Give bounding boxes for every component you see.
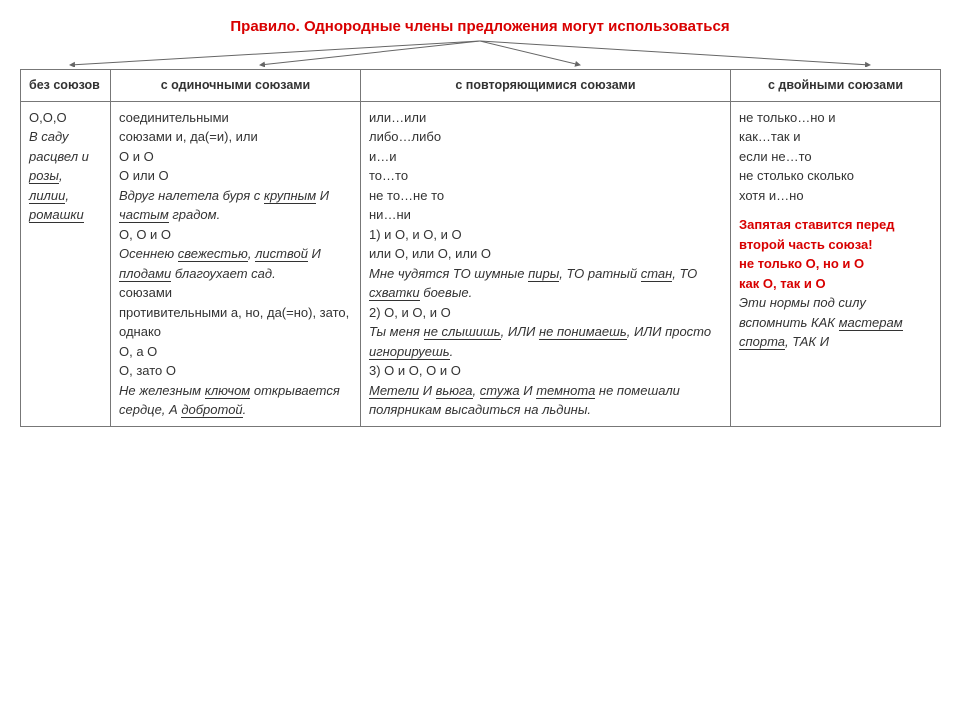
underlined-word: добротой — [181, 402, 242, 418]
schema-highlight: как О, так и О — [739, 274, 932, 294]
table-body-row: О,О,О В саду расцвел и розы, лилии, рома… — [21, 101, 941, 426]
schema: О, зато О — [119, 361, 352, 381]
text: , ТО — [672, 266, 697, 281]
underlined-word: игнорируешь — [369, 344, 450, 360]
schema: О или О — [119, 166, 352, 186]
underlined-word: розы — [29, 168, 59, 184]
header-double-union: с двойными союзами — [731, 70, 941, 102]
text: И — [308, 246, 321, 261]
underlined-word: ключом — [205, 383, 251, 399]
cell-single-union: соединительными союзами и, да(=и), или О… — [111, 101, 361, 426]
text: Не железным — [119, 383, 205, 398]
rule-highlight: Запятая ставится перед второй часть союз… — [739, 215, 932, 254]
text: боевые. — [420, 285, 473, 300]
text: градом. — [169, 207, 220, 222]
underlined-word: стужа — [480, 383, 520, 399]
text: . — [243, 402, 247, 417]
cell-double-union: не только…но и как…так и если не…то не с… — [731, 101, 941, 426]
underlined-word: Метели — [369, 383, 419, 399]
underlined-word: свежестью — [178, 246, 248, 262]
text: И — [419, 383, 436, 398]
example: В саду расцвел и розы, лилии, ромашки — [29, 127, 102, 225]
example: Вдруг налетела буря с крупным И частым г… — [119, 186, 352, 225]
header-single-union: с одиночными союзами — [111, 70, 361, 102]
cell-no-union: О,О,О В саду расцвел и розы, лилии, рома… — [21, 101, 111, 426]
schema: 2) О, и О, и О — [369, 303, 722, 323]
text: противительными а, но, да(=но), зато, од… — [119, 303, 352, 342]
underlined-word: лилии — [29, 188, 65, 204]
header-no-union: без союзов — [21, 70, 111, 102]
schema: 3) О и О, О и О — [369, 361, 722, 381]
text: если не…то — [739, 147, 932, 167]
text: благоухает сад. — [171, 266, 275, 281]
text: не только…но и — [739, 108, 932, 128]
text: как…так и — [739, 127, 932, 147]
schema: 1) и О, и О, и О — [369, 225, 722, 245]
underlined-word: не слышишь — [424, 324, 501, 340]
text: Осеннею — [119, 246, 178, 261]
underlined-word: ромашки — [29, 207, 84, 223]
text: союзами и, да(=и), или — [119, 127, 352, 147]
example: Метели И вьюга, стужа И темнота не помеш… — [369, 381, 722, 420]
table-header-row: без союзов с одиночными союзами с повтор… — [21, 70, 941, 102]
underlined-word: не понимаешь — [539, 324, 627, 340]
text: Мне чудятся ТО шумные — [369, 266, 528, 281]
example: Осеннею свежестью, листвой И плодами бла… — [119, 244, 352, 283]
text: И — [316, 188, 329, 203]
text: , — [59, 168, 63, 183]
header-repeat-union: с повторяющимися союзами — [361, 70, 731, 102]
text: . — [450, 344, 454, 359]
text: Ты меня — [369, 324, 424, 339]
text: и…и — [369, 147, 722, 167]
underlined-word: схватки — [369, 285, 420, 301]
schema: О,О,О — [29, 108, 102, 128]
text: то…то — [369, 166, 722, 186]
example: Не железным ключом открывается сердце, А… — [119, 381, 352, 420]
text: В саду расцвел и — [29, 129, 89, 164]
underlined-word: темнота — [536, 383, 595, 399]
text: не столько сколько — [739, 166, 932, 186]
text: Вдруг налетела буря с — [119, 188, 264, 203]
underlined-word: частым — [119, 207, 169, 223]
page-title: Правило. Однородные члены предложения мо… — [20, 18, 940, 35]
schema-highlight: не только О, но и О — [739, 254, 932, 274]
text: И — [520, 383, 537, 398]
spacer — [739, 205, 932, 215]
underlined-word: пиры — [528, 266, 559, 282]
schema: О и О — [119, 147, 352, 167]
underlined-word: плодами — [119, 266, 171, 282]
text: не то…не то — [369, 186, 722, 206]
example: Эти нормы под силу вспомнить КАК мастера… — [739, 293, 932, 352]
example: Ты меня не слышишь, ИЛИ не понимаешь, ИЛ… — [369, 322, 722, 361]
example: Мне чудятся ТО шумные пиры, ТО ратный ст… — [369, 264, 722, 303]
text: , — [473, 383, 480, 398]
text: союзами — [119, 283, 352, 303]
underlined-word: крупным — [264, 188, 316, 204]
text: или…или — [369, 108, 722, 128]
text: , — [248, 246, 255, 261]
text: либо…либо — [369, 127, 722, 147]
text: хотя и…но — [739, 186, 932, 206]
schema: О, а О — [119, 342, 352, 362]
underlined-word: листвой — [255, 246, 308, 262]
text: , ТО ратный — [559, 266, 640, 281]
underlined-word: стан — [641, 266, 673, 282]
text: , ТАК И — [785, 334, 829, 349]
schema: О, О и О — [119, 225, 352, 245]
text: , ИЛИ — [501, 324, 539, 339]
text: , ИЛИ просто — [627, 324, 711, 339]
arrow-diagram — [20, 39, 940, 67]
schema: или О, или О, или О — [369, 244, 722, 264]
text: соединительными — [119, 108, 352, 128]
grammar-table: без союзов с одиночными союзами с повтор… — [20, 69, 941, 427]
text: , — [65, 188, 69, 203]
text: ни…ни — [369, 205, 722, 225]
cell-repeat-union: или…или либо…либо и…и то…то не то…не то … — [361, 101, 731, 426]
underlined-word: вьюга — [436, 383, 473, 399]
